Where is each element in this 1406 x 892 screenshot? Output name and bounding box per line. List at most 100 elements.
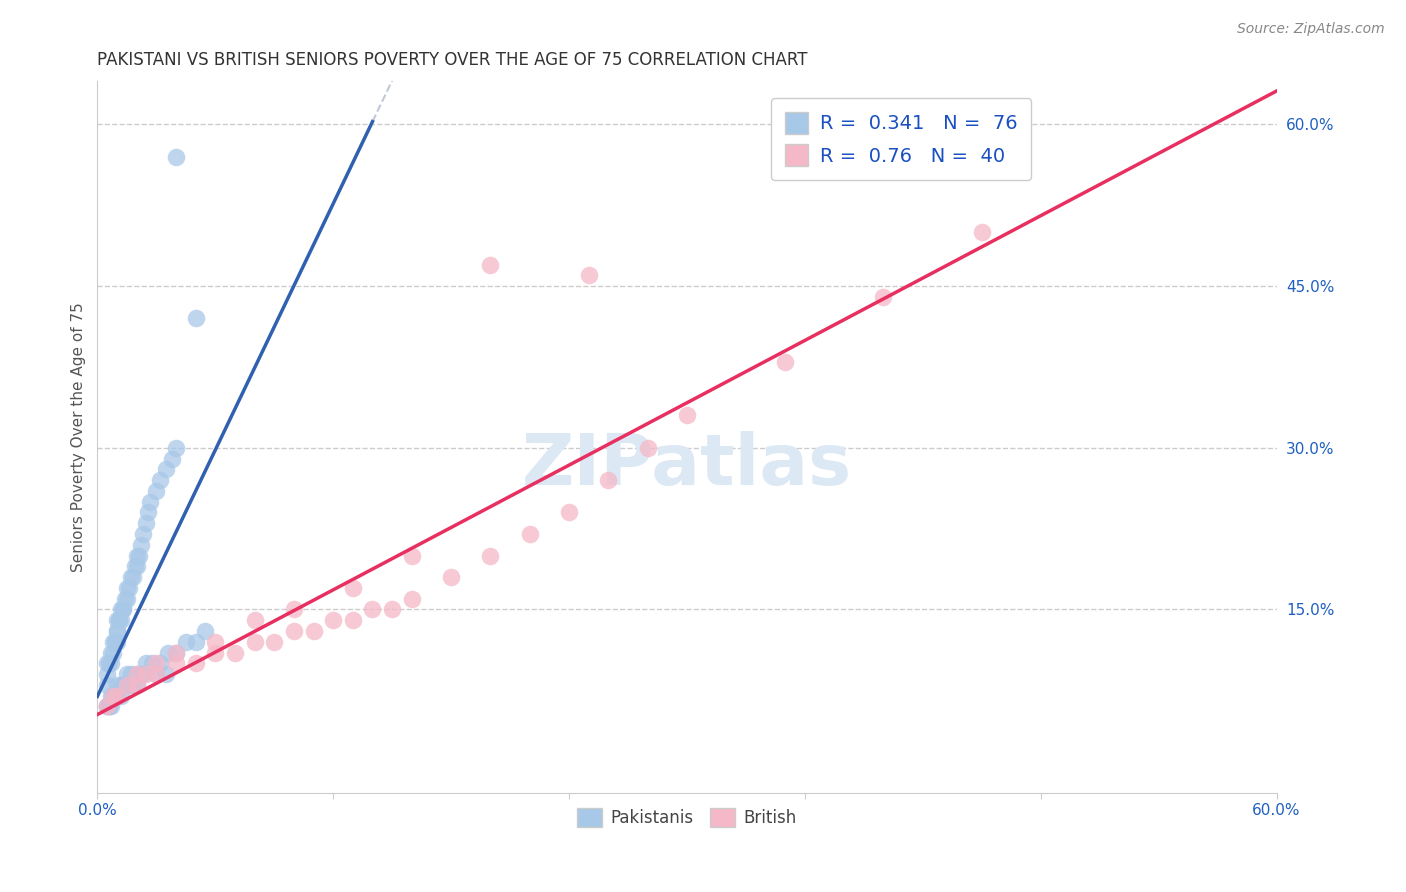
- Point: [149, 473, 172, 487]
- Point: [98, 699, 121, 714]
- Point: [322, 613, 344, 627]
- Point: [129, 667, 152, 681]
- Point: [155, 667, 177, 681]
- Point: [105, 624, 128, 638]
- Point: [141, 657, 163, 671]
- Point: [105, 689, 128, 703]
- Point: [96, 657, 118, 671]
- Point: [98, 657, 121, 671]
- Point: [184, 311, 207, 326]
- Point: [100, 657, 122, 671]
- Point: [342, 613, 364, 627]
- Point: [111, 678, 134, 692]
- Point: [283, 602, 305, 616]
- Point: [110, 689, 132, 703]
- Point: [110, 602, 132, 616]
- Point: [110, 613, 132, 627]
- Point: [970, 225, 993, 239]
- Point: [204, 634, 226, 648]
- Point: [125, 678, 148, 692]
- Point: [139, 494, 162, 508]
- Point: [115, 591, 138, 606]
- Point: [105, 624, 128, 638]
- Point: [773, 354, 796, 368]
- Point: [96, 699, 118, 714]
- Point: [118, 581, 141, 595]
- Point: [114, 678, 136, 692]
- Point: [149, 657, 172, 671]
- Point: [125, 549, 148, 563]
- Text: ZIPatlas: ZIPatlas: [522, 431, 852, 500]
- Point: [121, 570, 143, 584]
- Point: [96, 699, 118, 714]
- Point: [108, 613, 131, 627]
- Point: [519, 527, 541, 541]
- Point: [105, 678, 128, 692]
- Point: [194, 624, 217, 638]
- Point: [263, 634, 285, 648]
- Point: [138, 505, 160, 519]
- Point: [558, 505, 581, 519]
- Y-axis label: Seniors Poverty Over the Age of 75: Seniors Poverty Over the Age of 75: [72, 302, 86, 572]
- Point: [598, 473, 620, 487]
- Point: [111, 602, 134, 616]
- Point: [104, 689, 127, 703]
- Point: [157, 646, 180, 660]
- Point: [96, 667, 118, 681]
- Text: PAKISTANI VS BRITISH SENIORS POVERTY OVER THE AGE OF 75 CORRELATION CHART: PAKISTANI VS BRITISH SENIORS POVERTY OVE…: [97, 51, 808, 69]
- Point: [128, 549, 150, 563]
- Point: [401, 591, 423, 606]
- Point: [361, 602, 384, 616]
- Point: [174, 634, 197, 648]
- Point: [160, 451, 183, 466]
- Point: [96, 699, 118, 714]
- Point: [479, 258, 502, 272]
- Point: [184, 657, 207, 671]
- Point: [131, 527, 153, 541]
- Point: [105, 613, 128, 627]
- Point: [110, 678, 132, 692]
- Point: [101, 689, 124, 703]
- Point: [129, 538, 152, 552]
- Point: [105, 689, 128, 703]
- Point: [243, 634, 266, 648]
- Point: [115, 581, 138, 595]
- Point: [111, 602, 134, 616]
- Point: [440, 570, 463, 584]
- Point: [115, 667, 138, 681]
- Point: [131, 667, 153, 681]
- Point: [224, 646, 246, 660]
- Point: [100, 646, 122, 660]
- Point: [302, 624, 325, 638]
- Point: [96, 678, 118, 692]
- Point: [135, 516, 157, 531]
- Point: [145, 667, 167, 681]
- Point: [204, 646, 226, 660]
- Point: [115, 678, 138, 692]
- Point: [98, 699, 121, 714]
- Point: [145, 657, 167, 671]
- Point: [872, 290, 894, 304]
- Point: [104, 634, 127, 648]
- Point: [578, 268, 600, 283]
- Point: [243, 613, 266, 627]
- Point: [104, 634, 127, 648]
- Point: [401, 549, 423, 563]
- Point: [135, 657, 157, 671]
- Point: [165, 150, 187, 164]
- Point: [145, 483, 167, 498]
- Point: [676, 409, 699, 423]
- Point: [135, 667, 157, 681]
- Point: [118, 678, 141, 692]
- Point: [125, 667, 148, 681]
- Text: Source: ZipAtlas.com: Source: ZipAtlas.com: [1237, 22, 1385, 37]
- Point: [381, 602, 404, 616]
- Point: [479, 549, 502, 563]
- Point: [184, 634, 207, 648]
- Point: [125, 559, 148, 574]
- Point: [121, 678, 143, 692]
- Point: [101, 689, 124, 703]
- Point: [108, 613, 131, 627]
- Point: [100, 689, 122, 703]
- Legend: Pakistanis, British: Pakistanis, British: [571, 802, 803, 834]
